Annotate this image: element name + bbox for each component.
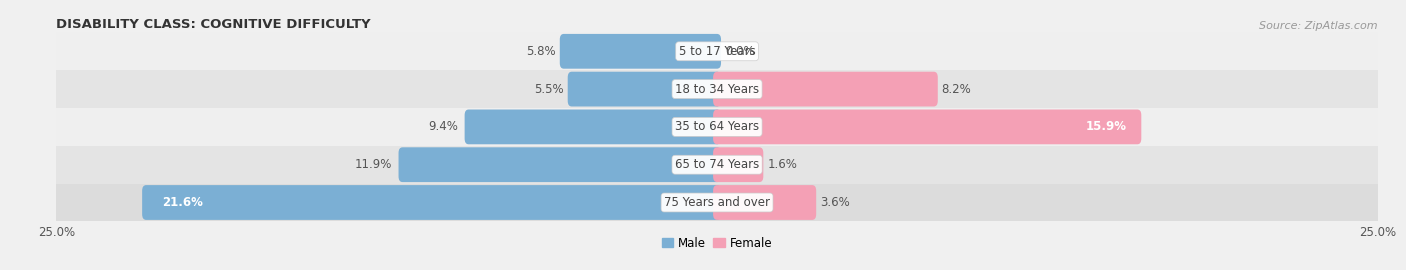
Text: 8.2%: 8.2% xyxy=(942,83,972,96)
Text: Source: ZipAtlas.com: Source: ZipAtlas.com xyxy=(1260,21,1378,31)
Text: 0.0%: 0.0% xyxy=(725,45,755,58)
Text: 5 to 17 Years: 5 to 17 Years xyxy=(679,45,755,58)
FancyBboxPatch shape xyxy=(398,147,721,182)
Text: 18 to 34 Years: 18 to 34 Years xyxy=(675,83,759,96)
Text: 75 Years and over: 75 Years and over xyxy=(664,196,770,209)
FancyBboxPatch shape xyxy=(713,147,763,182)
Text: 35 to 64 Years: 35 to 64 Years xyxy=(675,120,759,133)
FancyBboxPatch shape xyxy=(560,34,721,69)
Bar xyxy=(56,70,1378,108)
Bar xyxy=(56,32,1378,70)
Text: 21.6%: 21.6% xyxy=(162,196,202,209)
Bar xyxy=(56,108,1378,146)
Text: 9.4%: 9.4% xyxy=(429,120,458,133)
Text: 65 to 74 Years: 65 to 74 Years xyxy=(675,158,759,171)
Text: 11.9%: 11.9% xyxy=(354,158,392,171)
FancyBboxPatch shape xyxy=(713,185,815,220)
FancyBboxPatch shape xyxy=(568,72,721,106)
Bar xyxy=(56,184,1378,221)
Text: 15.9%: 15.9% xyxy=(1085,120,1126,133)
Bar xyxy=(56,146,1378,184)
Text: 5.5%: 5.5% xyxy=(534,83,564,96)
Text: 3.6%: 3.6% xyxy=(820,196,849,209)
Text: 5.8%: 5.8% xyxy=(526,45,555,58)
Legend: Male, Female: Male, Female xyxy=(662,237,772,249)
FancyBboxPatch shape xyxy=(464,110,721,144)
FancyBboxPatch shape xyxy=(713,72,938,106)
FancyBboxPatch shape xyxy=(142,185,721,220)
Text: 1.6%: 1.6% xyxy=(768,158,797,171)
FancyBboxPatch shape xyxy=(713,110,1142,144)
Text: DISABILITY CLASS: COGNITIVE DIFFICULTY: DISABILITY CLASS: COGNITIVE DIFFICULTY xyxy=(56,18,371,31)
